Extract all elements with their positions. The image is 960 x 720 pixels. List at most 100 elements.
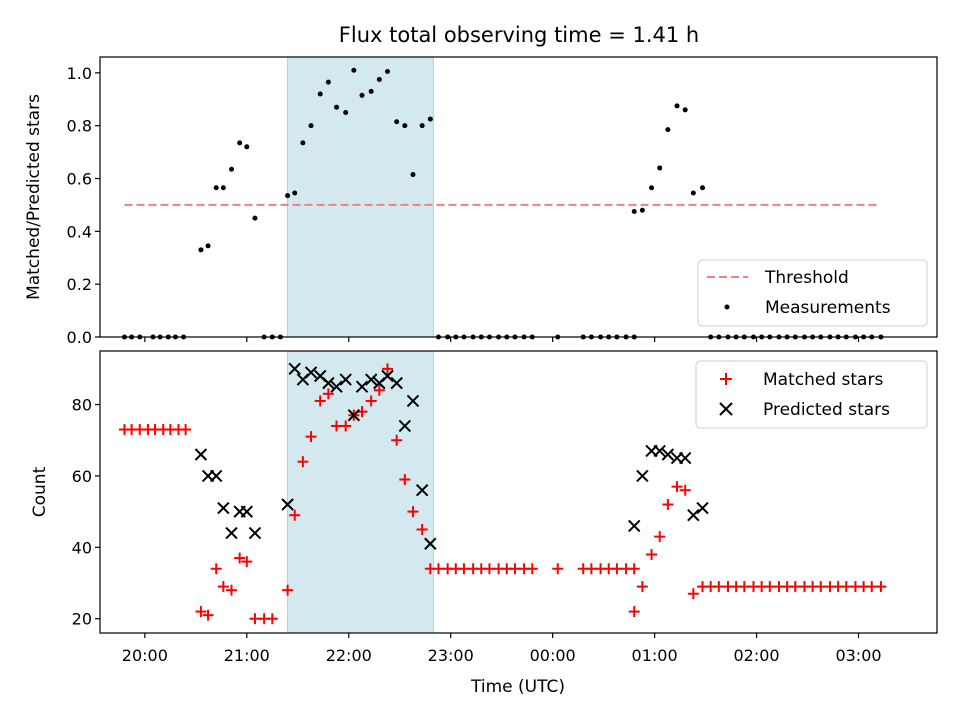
legend-label-measurements: Measurements	[765, 298, 891, 318]
matched-star-marker	[180, 424, 192, 436]
matched-star-marker	[662, 498, 674, 510]
matched-star-marker	[738, 581, 750, 593]
x-tick-label: 02:00	[733, 646, 779, 665]
y-axis-label-top: Matched/Predicted stars	[24, 94, 44, 300]
matched-star-marker	[866, 581, 878, 593]
measurement-point	[308, 123, 314, 129]
predicted-star-marker	[406, 394, 420, 408]
chart-title: Flux total observing time = 1.41 h	[339, 23, 699, 47]
measurement-point	[376, 76, 382, 82]
y-tick-label: 40	[72, 538, 92, 557]
predicted-star-marker	[194, 448, 208, 461]
y-tick-label: 80	[72, 396, 92, 415]
measurement-point	[220, 185, 226, 191]
legend-label-predicted: Predicted stars	[763, 400, 890, 420]
y-tick-label: 0.6	[67, 170, 92, 189]
x-axis-ticks-bottom: 20:00 21:00 22:00 23:00 00:00 01:00 02:00 03:00	[122, 633, 882, 665]
x-tick-label: 20:00	[122, 646, 168, 665]
legend-top: Threshold Measurements	[697, 259, 928, 327]
legend-bottom: Matched stars Predicted stars	[695, 360, 928, 429]
y-axis-label-bottom: Count	[30, 466, 50, 517]
matched-star-marker	[305, 431, 317, 443]
matched-star-marker	[331, 420, 343, 432]
measurement-point	[351, 67, 357, 73]
matched-star-marker	[226, 584, 238, 596]
matched-star-marker	[458, 563, 470, 575]
matched-star-marker	[340, 420, 352, 432]
predicted-star-marker	[661, 448, 675, 461]
matched-star-marker	[282, 584, 294, 596]
measurement-point	[237, 140, 243, 146]
measurement-point	[198, 247, 204, 253]
predicted-star-marker	[653, 444, 666, 458]
predicted-star-marker	[288, 362, 301, 376]
matched-stars-points	[118, 363, 887, 625]
measurement-point	[300, 140, 306, 146]
predicted-star-marker	[636, 469, 649, 483]
matched-star-marker	[646, 548, 658, 560]
y-tick-label: 0.0	[67, 328, 92, 347]
measurement-point	[334, 104, 340, 110]
matched-star-marker	[687, 588, 699, 600]
predicted-star-marker	[424, 537, 437, 550]
predicted-star-marker	[304, 366, 318, 379]
x-axis-ticks-top	[144, 337, 860, 342]
highlight-region-top	[287, 57, 434, 337]
x-tick-label: 03:00	[835, 646, 881, 665]
y-tick-label: 60	[72, 467, 92, 486]
measurement-point	[213, 185, 219, 191]
matched-star-marker	[399, 474, 411, 486]
legend-label-matched: Matched stars	[763, 370, 883, 390]
predicted-stars-points	[194, 362, 709, 550]
matched-star-marker	[509, 563, 521, 575]
measurement-point	[325, 79, 331, 85]
predicted-star-marker	[217, 501, 230, 515]
measurement-point	[631, 209, 637, 215]
ratio-panel: Flux total observing time = 1.41 h 0.0 0.…	[24, 23, 938, 347]
predicted-star-marker	[415, 484, 429, 497]
measurement-point	[419, 123, 425, 129]
measurement-point	[292, 190, 298, 196]
measurement-point	[394, 119, 400, 125]
matched-star-marker	[210, 563, 222, 575]
predicted-star-marker	[696, 501, 709, 515]
y-axis-ticks-bottom: 20 40 60 80	[72, 396, 100, 629]
x-axis-label: Time (UTC)	[470, 677, 565, 697]
matched-star-marker	[628, 563, 640, 575]
measurement-point	[690, 190, 696, 196]
predicted-star-marker	[225, 526, 238, 540]
legend-box-bottom	[695, 360, 928, 429]
matched-star-marker	[875, 581, 887, 593]
y-tick-label: 20	[72, 610, 92, 629]
legend-predicted-swatch	[719, 402, 733, 416]
measurement-point	[368, 88, 374, 94]
predicted-star-marker	[240, 505, 254, 518]
measurement-point	[384, 69, 390, 75]
matched-star-marker	[195, 606, 207, 618]
predicted-star-marker	[355, 380, 369, 393]
y-axis-ticks-top: 0.0 0.2 0.4 0.6 0.8 1.0	[67, 64, 100, 347]
measurement-point	[639, 207, 645, 213]
matched-star-marker	[636, 581, 648, 593]
matched-star-marker	[789, 581, 801, 593]
matched-star-marker	[234, 552, 246, 564]
plot-frame-bottom	[99, 350, 938, 634]
matched-star-marker	[249, 613, 261, 625]
predicted-star-marker	[330, 380, 343, 393]
measurement-point	[229, 166, 235, 172]
measurement-point	[649, 185, 655, 191]
y-tick-label: 1.0	[67, 64, 92, 83]
matched-star-marker	[671, 481, 683, 493]
count-panel: 20 40 60 80 20:00 21:00 22:00 23:00 00:00 01:00 0…	[30, 350, 938, 697]
predicted-star-marker	[398, 419, 412, 433]
matched-star-marker	[373, 384, 385, 396]
matched-star-marker	[815, 581, 827, 593]
measurement-point	[205, 243, 211, 249]
predicted-star-marker	[322, 376, 335, 390]
measurement-point	[402, 123, 408, 129]
predicted-star-marker	[347, 409, 361, 422]
measurement-point	[427, 116, 433, 122]
y-tick-label: 0.8	[67, 117, 92, 136]
